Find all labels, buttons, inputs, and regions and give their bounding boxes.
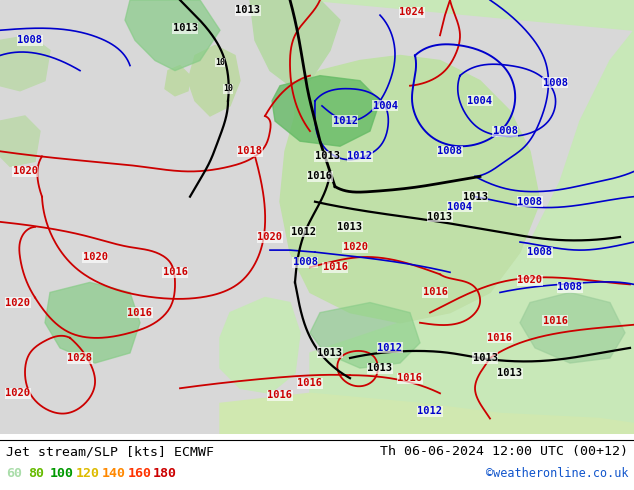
Text: 1016: 1016 <box>398 373 422 383</box>
Text: 1016: 1016 <box>162 267 188 277</box>
Polygon shape <box>0 116 40 167</box>
Text: 1013: 1013 <box>314 151 339 161</box>
Text: 1013: 1013 <box>462 192 488 202</box>
Polygon shape <box>165 66 190 96</box>
Text: 1016: 1016 <box>488 333 512 343</box>
Text: 1016: 1016 <box>543 316 567 326</box>
Text: 1013: 1013 <box>498 368 522 378</box>
Text: 1016: 1016 <box>422 288 448 297</box>
Text: 180: 180 <box>153 467 177 480</box>
Text: 1018: 1018 <box>238 147 262 156</box>
Text: 1028: 1028 <box>67 353 93 363</box>
Polygon shape <box>125 0 220 71</box>
Polygon shape <box>310 302 420 368</box>
Text: 1020: 1020 <box>82 252 108 262</box>
Text: 1012: 1012 <box>347 151 373 161</box>
Text: 1012: 1012 <box>332 116 358 126</box>
Text: 1012: 1012 <box>418 407 443 416</box>
Text: 1020: 1020 <box>517 275 543 285</box>
Text: 120: 120 <box>76 467 100 480</box>
Text: 60: 60 <box>6 467 22 480</box>
Text: 1008: 1008 <box>557 282 583 293</box>
Text: 1008: 1008 <box>527 247 552 257</box>
Text: 1008: 1008 <box>517 196 543 207</box>
Text: 1016: 1016 <box>127 308 153 318</box>
Polygon shape <box>188 46 240 116</box>
Text: 1008: 1008 <box>437 147 462 156</box>
Text: 1008: 1008 <box>292 257 318 267</box>
Text: 1016: 1016 <box>297 378 323 388</box>
Text: 80: 80 <box>28 467 44 480</box>
Text: 160: 160 <box>128 467 152 480</box>
Text: 1004: 1004 <box>373 101 398 111</box>
Text: Th 06-06-2024 12:00 UTC (00+12): Th 06-06-2024 12:00 UTC (00+12) <box>380 445 628 458</box>
Text: 1004: 1004 <box>467 96 493 106</box>
Text: 1024: 1024 <box>399 7 425 17</box>
Polygon shape <box>272 75 380 146</box>
Polygon shape <box>0 35 50 91</box>
Text: 1020: 1020 <box>342 242 368 252</box>
Polygon shape <box>280 55 540 323</box>
Text: 1013: 1013 <box>235 5 261 15</box>
Text: 1020: 1020 <box>6 388 30 398</box>
Text: ©weatheronline.co.uk: ©weatheronline.co.uk <box>486 467 628 480</box>
Text: 10: 10 <box>223 84 233 93</box>
Text: 1013: 1013 <box>472 353 498 363</box>
Text: 1013: 1013 <box>172 23 198 33</box>
Polygon shape <box>220 393 634 434</box>
Text: 1016: 1016 <box>323 262 347 272</box>
Text: 1013: 1013 <box>368 363 392 373</box>
Polygon shape <box>250 0 340 86</box>
Text: 1004: 1004 <box>448 202 472 212</box>
Text: 1008: 1008 <box>493 126 517 136</box>
Text: 1008: 1008 <box>543 78 567 88</box>
Text: 1020: 1020 <box>13 167 37 176</box>
Text: 1016: 1016 <box>307 172 332 181</box>
Text: 1013: 1013 <box>427 212 453 222</box>
Text: 100: 100 <box>50 467 74 480</box>
Text: 140: 140 <box>102 467 126 480</box>
Text: 1013: 1013 <box>318 348 342 358</box>
Polygon shape <box>45 282 140 363</box>
Text: 1012: 1012 <box>377 343 403 353</box>
Text: 1008: 1008 <box>18 35 42 46</box>
Text: 1020: 1020 <box>6 297 30 308</box>
Text: Jet stream/SLP [kts] ECMWF: Jet stream/SLP [kts] ECMWF <box>6 445 214 458</box>
Polygon shape <box>310 0 634 434</box>
Text: 1016: 1016 <box>268 391 292 400</box>
Text: 1020: 1020 <box>257 232 283 242</box>
Polygon shape <box>520 293 625 363</box>
Text: 1013: 1013 <box>337 222 363 232</box>
Text: 10: 10 <box>215 58 225 67</box>
Text: 1012: 1012 <box>290 227 316 237</box>
Polygon shape <box>220 297 300 393</box>
